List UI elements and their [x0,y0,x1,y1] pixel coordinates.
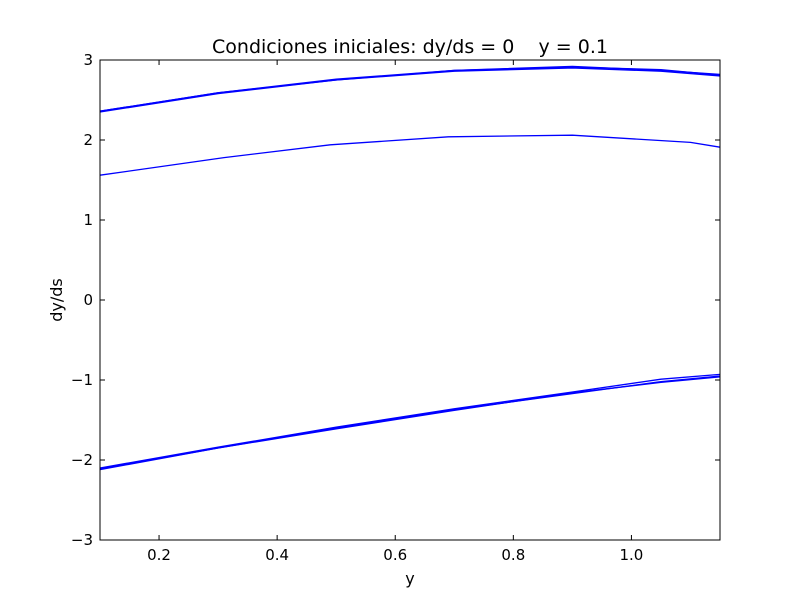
x-tick-label: 0.6 [383,546,407,564]
plot-area [100,60,720,540]
y-axis-label: dy/ds [47,278,66,322]
y-tick-label: 0 [83,291,93,309]
x-axis-label: y [405,569,414,588]
y-tick-label: −1 [71,371,93,389]
series-line-2 [99,66,721,112]
chart-title: Condiciones iniciales: dy/ds = 0 y = 0.1 [212,36,608,58]
plot-frame [99,59,721,541]
y-tick-label: 1 [83,211,93,229]
x-tick-label: 0.8 [501,546,525,564]
y-tick-label: 2 [83,131,93,149]
x-tick-label: 1.0 [619,546,643,564]
series-line-1 [99,67,721,113]
series-line-6 [99,375,721,470]
x-tick-label: 0.2 [147,546,171,564]
ticks-layer: 0.2 0.4 0.6 0.8 1.0 −3 −2 −1 0 1 2 3 [71,51,720,564]
y-tick-label: 3 [83,51,93,69]
y-tick-label: −2 [71,451,93,469]
series-line-3 [99,134,721,176]
y-tick-label: −3 [71,531,93,549]
series-layer [99,65,721,471]
series-line-5 [99,373,721,469]
x-tick-label: 0.4 [265,546,289,564]
